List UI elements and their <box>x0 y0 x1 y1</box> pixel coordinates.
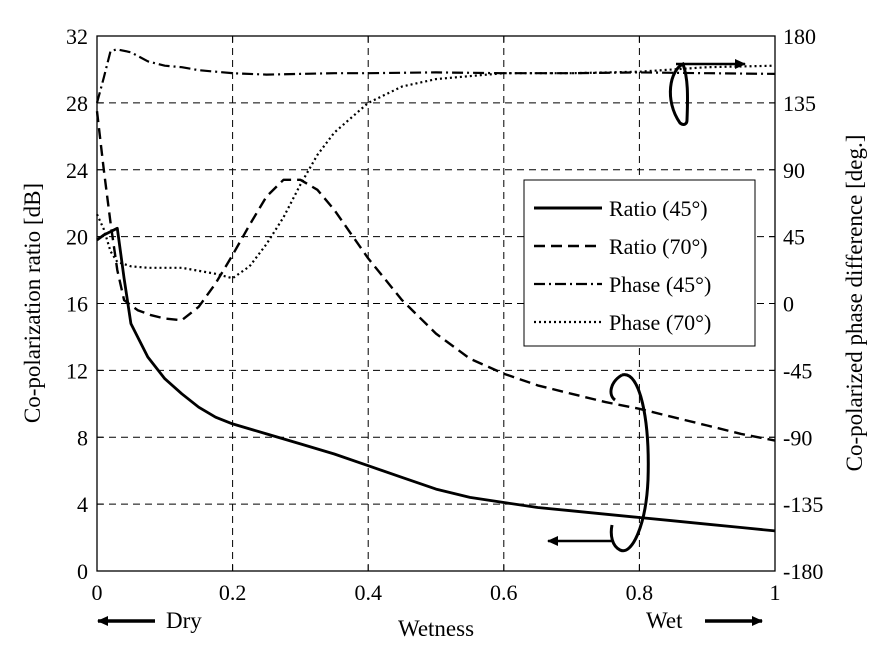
axis-ticks <box>96 35 776 572</box>
y2-tick-label: 180 <box>783 24 816 49</box>
legend-label-phase-70: Phase (70°) <box>609 310 711 335</box>
y2-tick-label: 45 <box>783 225 805 250</box>
x-axis-title: Wetness <box>398 616 474 641</box>
x-tick-label: 0.6 <box>490 580 518 605</box>
legend-label-ratio-45: Ratio (45°) <box>609 196 708 221</box>
y-tick-label: 8 <box>77 425 88 450</box>
y2-tick-label: -180 <box>783 559 823 584</box>
series-lines <box>95 48 776 533</box>
wet-annotation: Wet <box>646 608 763 633</box>
axis-tick-labels: 0 0.2 0.4 0.6 0.8 1 0 4 8 12 16 20 24 28 32 -180 -135 -90… <box>66 24 823 605</box>
wet-label: Wet <box>646 608 683 633</box>
gridlines <box>97 36 775 571</box>
y2-tick-label: 135 <box>783 91 816 116</box>
x-tick-label: 0 <box>92 580 103 605</box>
y-tick-label: 20 <box>66 225 88 250</box>
y2-tick-label: -45 <box>783 358 812 383</box>
dry-annotation: Dry <box>97 608 202 633</box>
series-line-1 <box>95 111 776 442</box>
y-tick-label: 4 <box>77 492 88 517</box>
y-tick-label: 16 <box>66 292 88 317</box>
series-line-0 <box>96 226 776 533</box>
legend-item-phase-45: Phase (45°) <box>534 272 711 297</box>
left-axis-curve <box>609 373 650 553</box>
y-tick-label: 12 <box>66 358 88 383</box>
y2-axis-title: Co-polarized phase difference [deg.] <box>842 135 867 472</box>
right-axis-indicator <box>668 59 746 126</box>
y-tick-label: 28 <box>66 91 88 116</box>
x-tick-label: 0.4 <box>354 580 382 605</box>
legend-label-ratio-70: Ratio (70°) <box>609 234 708 259</box>
left-axis-indicator <box>547 373 650 553</box>
right-axis-curve <box>668 61 689 126</box>
y2-tick-label: -135 <box>783 492 823 517</box>
legend: Ratio (45°) Ratio (70°) Phase (45°) Phas… <box>523 179 756 347</box>
x-tick-label: 1 <box>770 580 781 605</box>
y-tick-label: 24 <box>66 158 88 183</box>
y2-tick-label: 90 <box>783 158 805 183</box>
y2-tick-label: 0 <box>783 292 794 317</box>
x-tick-label: 0.8 <box>626 580 654 605</box>
legend-label-phase-45: Phase (45°) <box>609 272 711 297</box>
y2-tick-label: -90 <box>783 425 812 450</box>
legend-item-ratio-70: Ratio (70°) <box>534 234 708 259</box>
x-tick-label: 0.2 <box>219 580 247 605</box>
y-tick-label: 0 <box>77 559 88 584</box>
y-tick-label: 32 <box>66 24 88 49</box>
legend-item-phase-70: Phase (70°) <box>534 310 711 335</box>
legend-item-ratio-45: Ratio (45°) <box>534 196 708 221</box>
y-axis-title: Co-polarization ratio [dB] <box>20 183 45 423</box>
dry-label: Dry <box>166 608 202 633</box>
